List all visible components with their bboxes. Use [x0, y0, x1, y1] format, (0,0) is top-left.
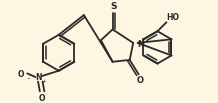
- Text: O: O: [137, 76, 144, 85]
- Text: HO: HO: [166, 13, 179, 22]
- Text: N: N: [137, 40, 144, 49]
- Text: O: O: [38, 94, 45, 103]
- Text: –: –: [26, 75, 30, 81]
- Text: N: N: [36, 73, 42, 82]
- Text: +: +: [41, 79, 46, 84]
- Text: O: O: [18, 70, 24, 79]
- Text: S: S: [110, 2, 117, 11]
